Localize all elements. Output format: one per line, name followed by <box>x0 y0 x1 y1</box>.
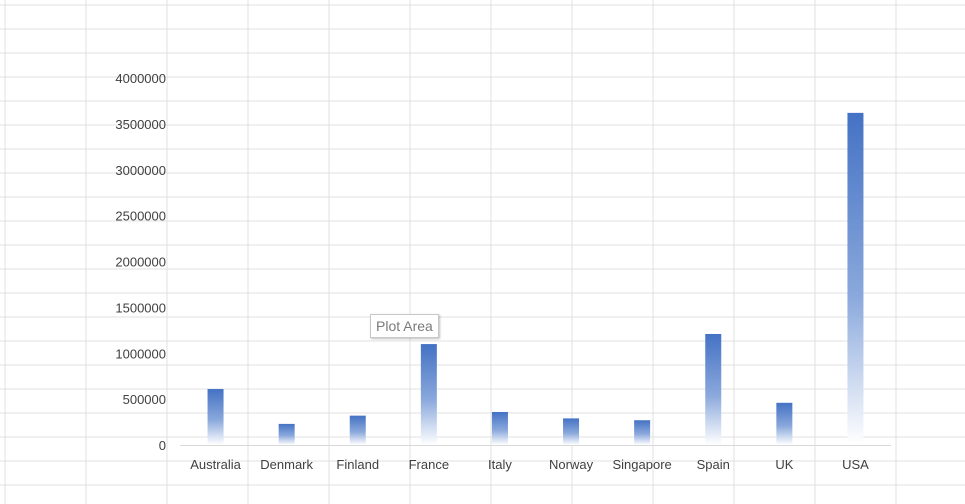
y-tick-label: 2000000 <box>115 255 166 270</box>
plot-area-tooltip: Plot Area <box>370 314 439 338</box>
bar-finland[interactable] <box>349 415 366 445</box>
bar-france[interactable] <box>420 344 437 445</box>
x-category-label: Denmark <box>260 457 313 472</box>
x-axis-category-labels: Australia Denmark Finland France Italy Norway… <box>190 457 869 472</box>
x-category-label: Finland <box>336 457 379 472</box>
y-tick-label: 3000000 <box>115 163 166 178</box>
x-category-label: Italy <box>488 457 512 472</box>
y-tick-label: 0 <box>159 438 166 453</box>
x-category-label: USA <box>842 457 869 472</box>
y-tick-label: 2500000 <box>115 209 166 224</box>
y-tick-label: 500000 <box>123 392 166 407</box>
x-category-label: UK <box>775 457 793 472</box>
y-tick-label: 4000000 <box>115 71 166 86</box>
bar-uk[interactable] <box>776 402 793 445</box>
x-category-label: Australia <box>190 457 241 472</box>
bar-spain[interactable] <box>705 333 722 445</box>
bar-italy[interactable] <box>491 411 508 445</box>
y-tick-label: 3500000 <box>115 117 166 132</box>
bar-denmark[interactable] <box>278 423 295 445</box>
y-axis-tick-labels: 0 500000 1000000 1500000 2000000 2500000 30000… <box>115 71 166 453</box>
x-category-label: Singapore <box>613 457 672 472</box>
x-category-label: Norway <box>549 457 594 472</box>
bar-singapore[interactable] <box>634 420 651 445</box>
y-tick-label: 1000000 <box>115 346 166 361</box>
x-category-label: Spain <box>697 457 730 472</box>
x-category-label: France <box>409 457 449 472</box>
y-tick-label: 1500000 <box>115 300 166 315</box>
bar-usa[interactable] <box>847 112 864 446</box>
bar-australia[interactable] <box>207 389 224 445</box>
bar-norway[interactable] <box>563 418 580 445</box>
bar-series[interactable] <box>207 112 864 446</box>
